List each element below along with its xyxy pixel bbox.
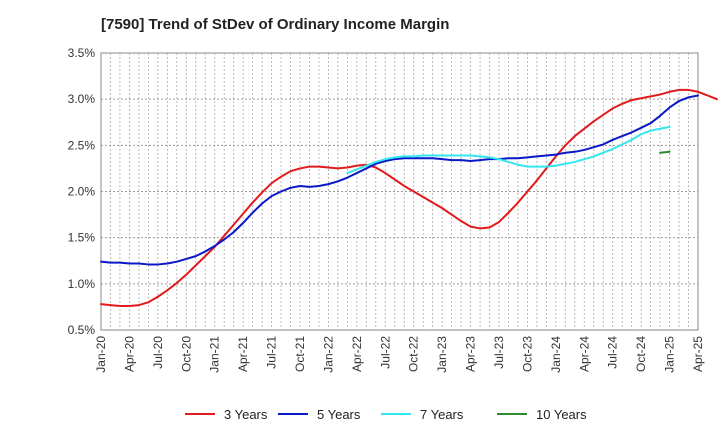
y-tick-label: 2.0% — [68, 185, 96, 199]
x-tick-label: Jul-24 — [606, 336, 620, 369]
x-axis-ticks: Jan-20 Apr-20 Jul-20 Oct-20 Jan-21 Apr-21 Jul-… — [94, 336, 705, 373]
legend-label: 5 Years — [317, 407, 361, 422]
y-tick-label: 1.0% — [68, 277, 96, 291]
legend-label: 7 Years — [420, 407, 464, 422]
x-tick-label: Apr-24 — [577, 336, 591, 372]
x-tick-label: Jan-21 — [208, 336, 222, 373]
x-tick-label: Jul-20 — [151, 336, 165, 369]
x-tick-label: Jan-22 — [321, 336, 335, 373]
x-tick-label: Jul-22 — [378, 336, 392, 369]
series-line-7-years — [346, 125, 671, 175]
x-tick-label: Oct-22 — [407, 336, 421, 372]
series-line-3-years — [100, 88, 718, 307]
x-tick-label: Apr-22 — [350, 336, 364, 372]
legend-label: 3 Years — [224, 407, 268, 422]
x-tick-label: Jul-21 — [265, 336, 279, 369]
series-line-5-years — [100, 94, 699, 266]
chart-title: [7590] Trend of StDev of Ordinary Income… — [101, 16, 449, 33]
series-line-10-years — [659, 150, 671, 154]
x-tick-label: Apr-25 — [691, 336, 705, 372]
x-tick-label: Jan-25 — [663, 336, 677, 373]
y-tick-label: 2.5% — [68, 138, 96, 152]
x-tick-label: Apr-23 — [464, 336, 478, 372]
y-tick-label: 0.5% — [68, 323, 96, 337]
x-tick-label: Jul-23 — [492, 336, 506, 369]
x-tick-label: Jan-20 — [94, 336, 108, 373]
y-tick-label: 3.5% — [68, 46, 96, 60]
x-tick-label: Jan-24 — [549, 336, 563, 373]
x-tick-label: Oct-20 — [179, 336, 193, 372]
x-tick-label: Oct-24 — [634, 336, 648, 372]
x-tick-label: Oct-23 — [520, 336, 534, 372]
y-tick-label: 1.5% — [68, 231, 96, 245]
y-tick-label: 3.0% — [68, 92, 96, 106]
x-tick-label: Oct-21 — [293, 336, 307, 372]
y-axis-ticks: 0.5% 1.0% 1.5% 2.0% 2.5% 3.0% 3.5% — [68, 46, 96, 337]
legend: 3 Years 5 Years 7 Years 10 Years — [185, 407, 587, 422]
x-tick-label: Apr-21 — [236, 336, 250, 372]
x-tick-label: Jan-23 — [435, 336, 449, 373]
legend-label: 10 Years — [536, 407, 587, 422]
series-lines — [100, 88, 718, 307]
x-tick-label: Apr-20 — [122, 336, 136, 372]
